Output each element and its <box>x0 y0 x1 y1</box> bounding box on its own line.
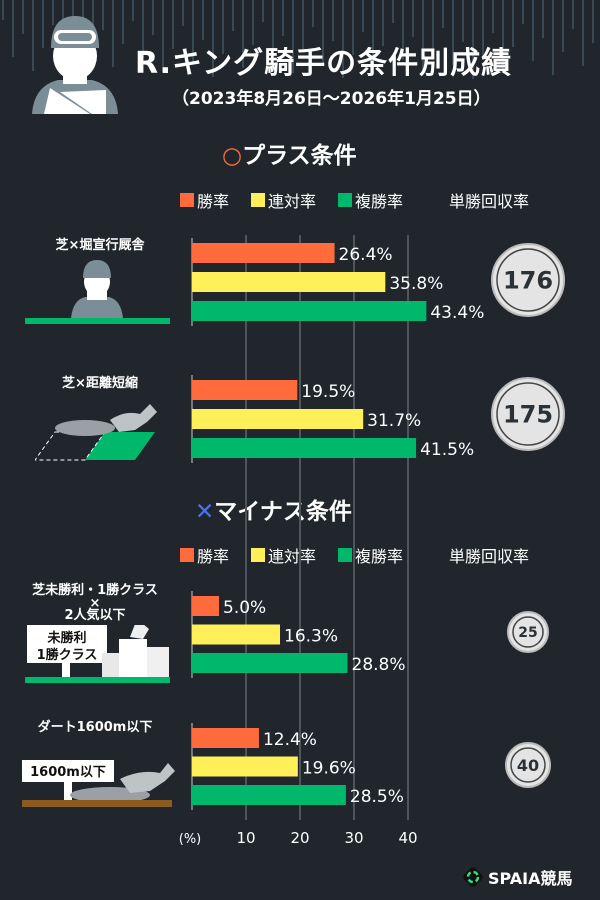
roi-value: 25 <box>518 625 537 641</box>
roi-value: 175 <box>503 401 553 429</box>
roi-coin <box>507 611 549 653</box>
dirt-distance-illustration: 1600m以下 <box>22 760 175 807</box>
bar <box>192 785 346 805</box>
legend-swatch-win <box>180 193 194 207</box>
bar-value-label: 26.4% <box>339 245 393 265</box>
roi-coin <box>505 742 551 788</box>
legend-swatch-win <box>180 548 194 562</box>
legend-label-win: 勝率 <box>197 192 230 211</box>
bar-value-label: 12.4% <box>263 730 317 750</box>
turf-distance-illustration <box>35 404 157 461</box>
legend-label-top2: 連対率 <box>268 547 317 566</box>
x-tick-label: 20 <box>290 829 309 847</box>
bar <box>192 301 427 321</box>
x-tick-label: 40 <box>398 829 417 847</box>
legend-label-top2: 連対率 <box>268 192 317 211</box>
condition-label-2: 芝×距離短縮 <box>62 376 138 391</box>
page-subtitle: （2023年8月26日～2026年1月25日） <box>172 89 491 109</box>
dirt-sign-text: 1600m以下 <box>30 765 106 780</box>
roi-coin-ring <box>512 616 544 648</box>
bar <box>192 596 219 616</box>
legend-swatch-top2 <box>251 548 266 562</box>
spaia-logo-icon <box>463 867 483 887</box>
bar-value-label: 35.8% <box>389 274 443 294</box>
section-minus-heading: ✕マイナス条件 <box>195 492 352 526</box>
bar <box>192 624 281 645</box>
maiden-class-illustration: 未勝利 1勝クラス <box>25 625 170 683</box>
bar <box>192 272 386 292</box>
roi-coin-ring <box>510 747 546 783</box>
logo-text: SPAIA競馬 <box>488 869 573 888</box>
page-title: R.キング騎手の条件別成績 <box>135 46 513 81</box>
jockey-avatar-icon <box>32 16 118 114</box>
condition-label-1: 芝×堀宣行厩舎 <box>55 238 145 253</box>
x-tick-label: 30 <box>344 829 363 847</box>
roi-value: 176 <box>503 267 553 295</box>
bar <box>192 756 298 777</box>
bar-value-label: 16.3% <box>284 627 338 647</box>
legend-roi: 単勝回収率 <box>449 547 530 566</box>
bar-value-label: 19.6% <box>302 759 356 779</box>
section-plus-label: プラス条件 <box>242 143 357 169</box>
roi-coin <box>491 243 565 317</box>
bar-value-label: 28.5% <box>350 787 404 807</box>
circle-mark-icon: ○ <box>222 143 243 169</box>
condition-label-3-line2: × <box>89 596 101 611</box>
maiden-sign-line1: 未勝利 <box>46 630 86 646</box>
legend-swatch-top3 <box>338 548 353 562</box>
legend-roi: 単勝回収率 <box>449 192 530 211</box>
bar-value-label: 5.0% <box>223 598 266 618</box>
legend-swatch-top3 <box>338 193 353 207</box>
maiden-sign-line2: 1勝クラス <box>37 647 98 663</box>
jockey-turf-illustration <box>25 260 170 324</box>
section-minus-label: マイナス条件 <box>214 499 352 525</box>
legend-label-win: 勝率 <box>197 547 230 566</box>
bar-value-label: 19.5% <box>301 382 355 402</box>
bar-value-label: 43.4% <box>430 303 484 323</box>
cross-mark-icon: ✕ <box>195 499 215 525</box>
legend-label-top3: 複勝率 <box>355 192 404 211</box>
spaia-logo: SPAIA競馬 <box>462 865 573 889</box>
bar <box>192 380 298 400</box>
condition-label-3-line1: 芝未勝利・1勝クラス <box>32 583 158 598</box>
roi-coin-ring <box>496 248 560 312</box>
bar <box>192 409 364 429</box>
bar <box>192 243 335 263</box>
roi-coin <box>491 377 565 451</box>
legend-plus: 勝率 連対率 複勝率 単勝回収率 <box>180 188 529 212</box>
bar <box>192 653 348 673</box>
legend-minus: 勝率 連対率 複勝率 単勝回収率 <box>180 543 529 567</box>
roi-value: 40 <box>517 756 539 775</box>
bar <box>192 728 259 748</box>
legend-swatch-top2 <box>251 193 266 207</box>
condition-label-3-line3: 2人気以下 <box>64 608 126 623</box>
condition-label-4: ダート1600m以下 <box>37 720 153 735</box>
x-tick-label: 10 <box>236 829 255 847</box>
x-axis-label: (%) <box>179 832 202 847</box>
bar-value-label: 41.5% <box>420 440 474 460</box>
legend-label-top3: 複勝率 <box>355 547 404 566</box>
bar-value-label: 31.7% <box>367 411 421 431</box>
roi-coin-ring <box>496 382 560 446</box>
bar-value-label: 28.8% <box>352 655 406 675</box>
bar <box>192 438 417 458</box>
section-plus-heading: ○プラス条件 <box>222 136 357 170</box>
condition-label-3: 芝未勝利・1勝クラス × 2人気以下 <box>20 583 170 624</box>
